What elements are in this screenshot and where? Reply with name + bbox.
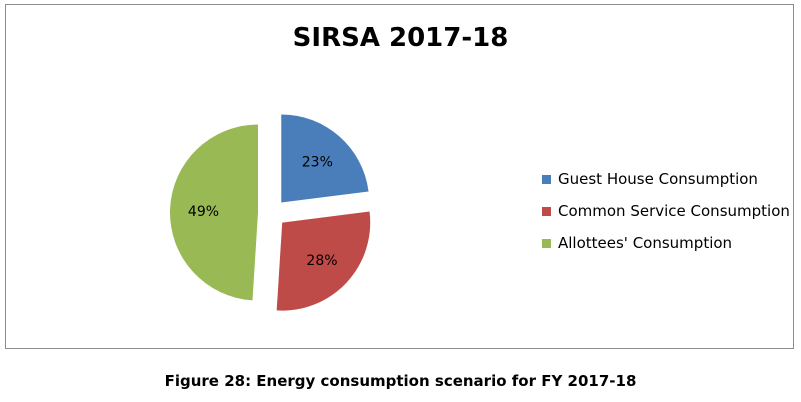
data-label-common-service: 28% [306,253,337,269]
legend-swatch-common-service [542,206,551,216]
chart-area: SIRSA 2017-18 23% 28% 49% Guest House Cons… [5,4,794,349]
data-label-guest-house: 23% [302,155,333,171]
legend-swatch-allottees [542,238,551,248]
legend-item-guest-house: Guest House Consumption [542,163,792,195]
pie-slice-allottees [170,124,259,301]
legend-item-allottees: Allottees' Consumption [542,227,792,259]
legend-label-guest-house: Guest House Consumption [558,170,758,188]
pie-slice-common-service [276,211,371,311]
legend-label-allottees: Allottees' Consumption [558,234,733,252]
legend-item-common-service: Common Service Consumption [542,195,792,227]
legend-swatch-guest-house [542,174,551,184]
figure-caption: Figure 28: Energy consumption scenario f… [164,372,637,390]
pie-slice-guest-house [281,114,369,203]
data-label-allottees: 49% [188,204,219,220]
pie-chart: 23% 28% 49% [170,114,371,311]
chart-title: SIRSA 2017-18 [292,23,509,53]
legend-label-common-service: Common Service Consumption [558,202,790,220]
chart-legend: Guest House Consumption Common Service C… [542,163,792,259]
